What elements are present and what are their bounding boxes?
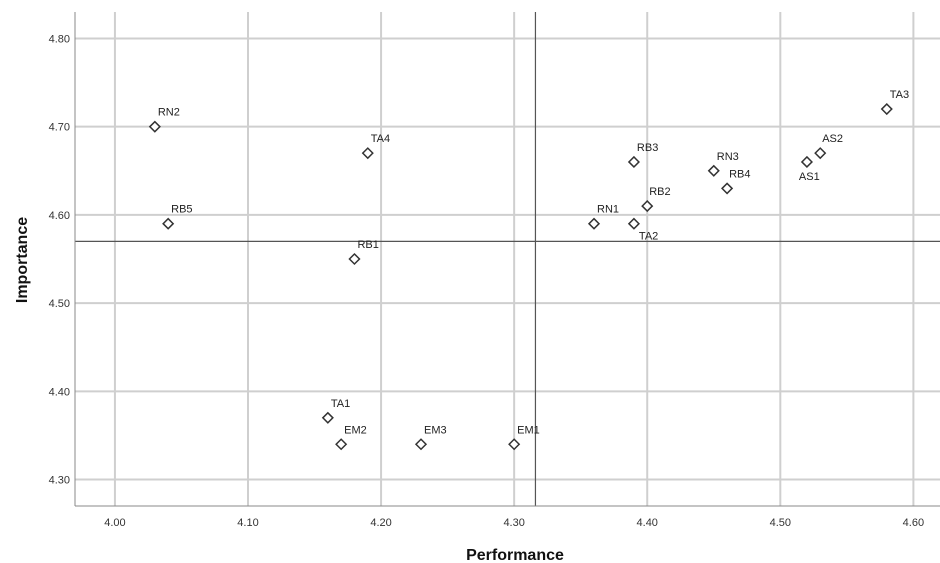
point-label: RB1 (357, 239, 378, 251)
point-label: RB2 (649, 186, 670, 198)
y-tick-label: 4.80 (49, 33, 70, 45)
data-point-ta1: TA1 (321, 398, 350, 424)
x-tick-label: 4.20 (370, 517, 391, 529)
diamond-marker (800, 155, 813, 169)
data-point-as1: AS1 (799, 155, 820, 183)
point-label: TA4 (371, 133, 390, 145)
point-label: RN1 (597, 204, 619, 216)
diamond-marker (508, 438, 521, 451)
y-tick-label: 4.60 (49, 210, 70, 222)
y-tick-label: 4.30 (49, 475, 70, 487)
x-tick-labels: 4.00 4.10 4.20 4.30 4.40 4.50 4.60 (104, 517, 924, 529)
x-tick-label: 4.50 (770, 517, 791, 529)
point-label: TA3 (890, 89, 909, 101)
x-axis-title: Performance (466, 547, 564, 563)
diamond-marker (321, 411, 334, 424)
diamond-marker (707, 164, 720, 177)
data-point-rn1: RN1 (587, 204, 619, 230)
point-label: TA1 (331, 398, 350, 410)
point-label: TA2 (639, 231, 658, 243)
data-point-rb3: RB3 (627, 142, 658, 169)
diamond-marker (414, 438, 428, 451)
data-point-em3: EM3 (414, 424, 447, 451)
y-tick-label: 4.70 (49, 122, 70, 134)
data-points: RN2 RB5 TA4 RB1 TA1 EM2 EM3 EM1 RN1 TA2 RB3 RB2 RN3 R… (148, 89, 909, 451)
data-point-ta2: TA2 (627, 217, 658, 243)
diamond-marker (627, 155, 640, 169)
data-point-rn2: RN2 (148, 107, 180, 133)
diamond-marker (721, 182, 734, 195)
diamond-marker (627, 217, 640, 230)
diamond-marker (587, 217, 601, 230)
diamond-marker (148, 120, 161, 133)
diamond-marker (641, 200, 654, 213)
data-point-em1: EM1 (508, 424, 540, 451)
diamond-marker (162, 217, 175, 230)
point-label: EM2 (344, 424, 367, 436)
x-tick-label: 4.60 (903, 517, 924, 529)
y-axis-title: Importance (14, 217, 31, 303)
data-point-ta4: TA4 (361, 133, 390, 160)
x-tick-label: 4.00 (104, 517, 125, 529)
data-point-rn3: RN3 (707, 151, 739, 177)
data-point-as2: AS2 (814, 133, 843, 160)
data-point-rb5: RB5 (162, 204, 193, 230)
point-label: RN2 (158, 107, 180, 119)
data-point-rb2: RB2 (641, 186, 671, 213)
point-label: EM1 (517, 424, 540, 436)
x-tick-label: 4.10 (237, 517, 258, 529)
point-label: EM3 (424, 424, 447, 436)
point-label: AS1 (799, 171, 820, 183)
diamond-marker (361, 147, 374, 160)
point-label: AS2 (822, 133, 843, 145)
x-tick-label: 4.40 (637, 517, 658, 529)
diamond-marker (814, 147, 827, 160)
diamond-marker (880, 102, 893, 116)
reference-lines (75, 12, 940, 506)
y-tick-label: 4.40 (49, 386, 70, 398)
point-label: RB3 (637, 142, 658, 154)
diamond-marker (348, 252, 361, 266)
diamond-marker (335, 438, 348, 451)
grid-layer (75, 12, 940, 506)
point-label: RN3 (717, 151, 739, 163)
data-point-rb4: RB4 (721, 168, 750, 195)
y-tick-labels: 4.30 4.40 4.50 4.60 4.70 4.80 (49, 33, 70, 486)
point-label: RB4 (729, 168, 750, 180)
x-tick-label: 4.30 (503, 517, 524, 529)
plot-frame (74, 12, 940, 507)
data-point-em2: EM2 (335, 424, 367, 451)
point-label: RB5 (171, 204, 192, 216)
data-point-rb1: RB1 (348, 239, 379, 266)
y-tick-label: 4.50 (49, 298, 70, 310)
data-point-ta3: TA3 (880, 89, 909, 116)
